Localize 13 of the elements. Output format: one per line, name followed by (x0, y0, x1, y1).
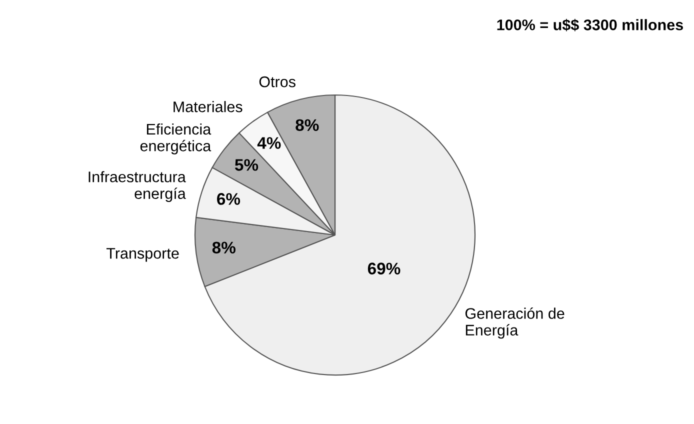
slice-label: Transporte (106, 248, 179, 262)
data-label: 69% (368, 262, 400, 274)
slice-label: Infraestructura energía (88, 171, 186, 202)
data-label: 5% (234, 159, 258, 171)
slice-label: Eficiencia energética (140, 123, 212, 154)
data-label: 4% (257, 137, 281, 149)
chart-title: 100% = u$$ 3300 millones (497, 18, 683, 32)
slice-label: Materiales (174, 101, 242, 112)
slice-label: Generación de Energía (465, 308, 564, 339)
data-label: 8% (296, 119, 319, 131)
data-label: 8% (212, 242, 236, 254)
slice-label: Otros (259, 76, 296, 88)
data-label: 6% (217, 193, 240, 205)
